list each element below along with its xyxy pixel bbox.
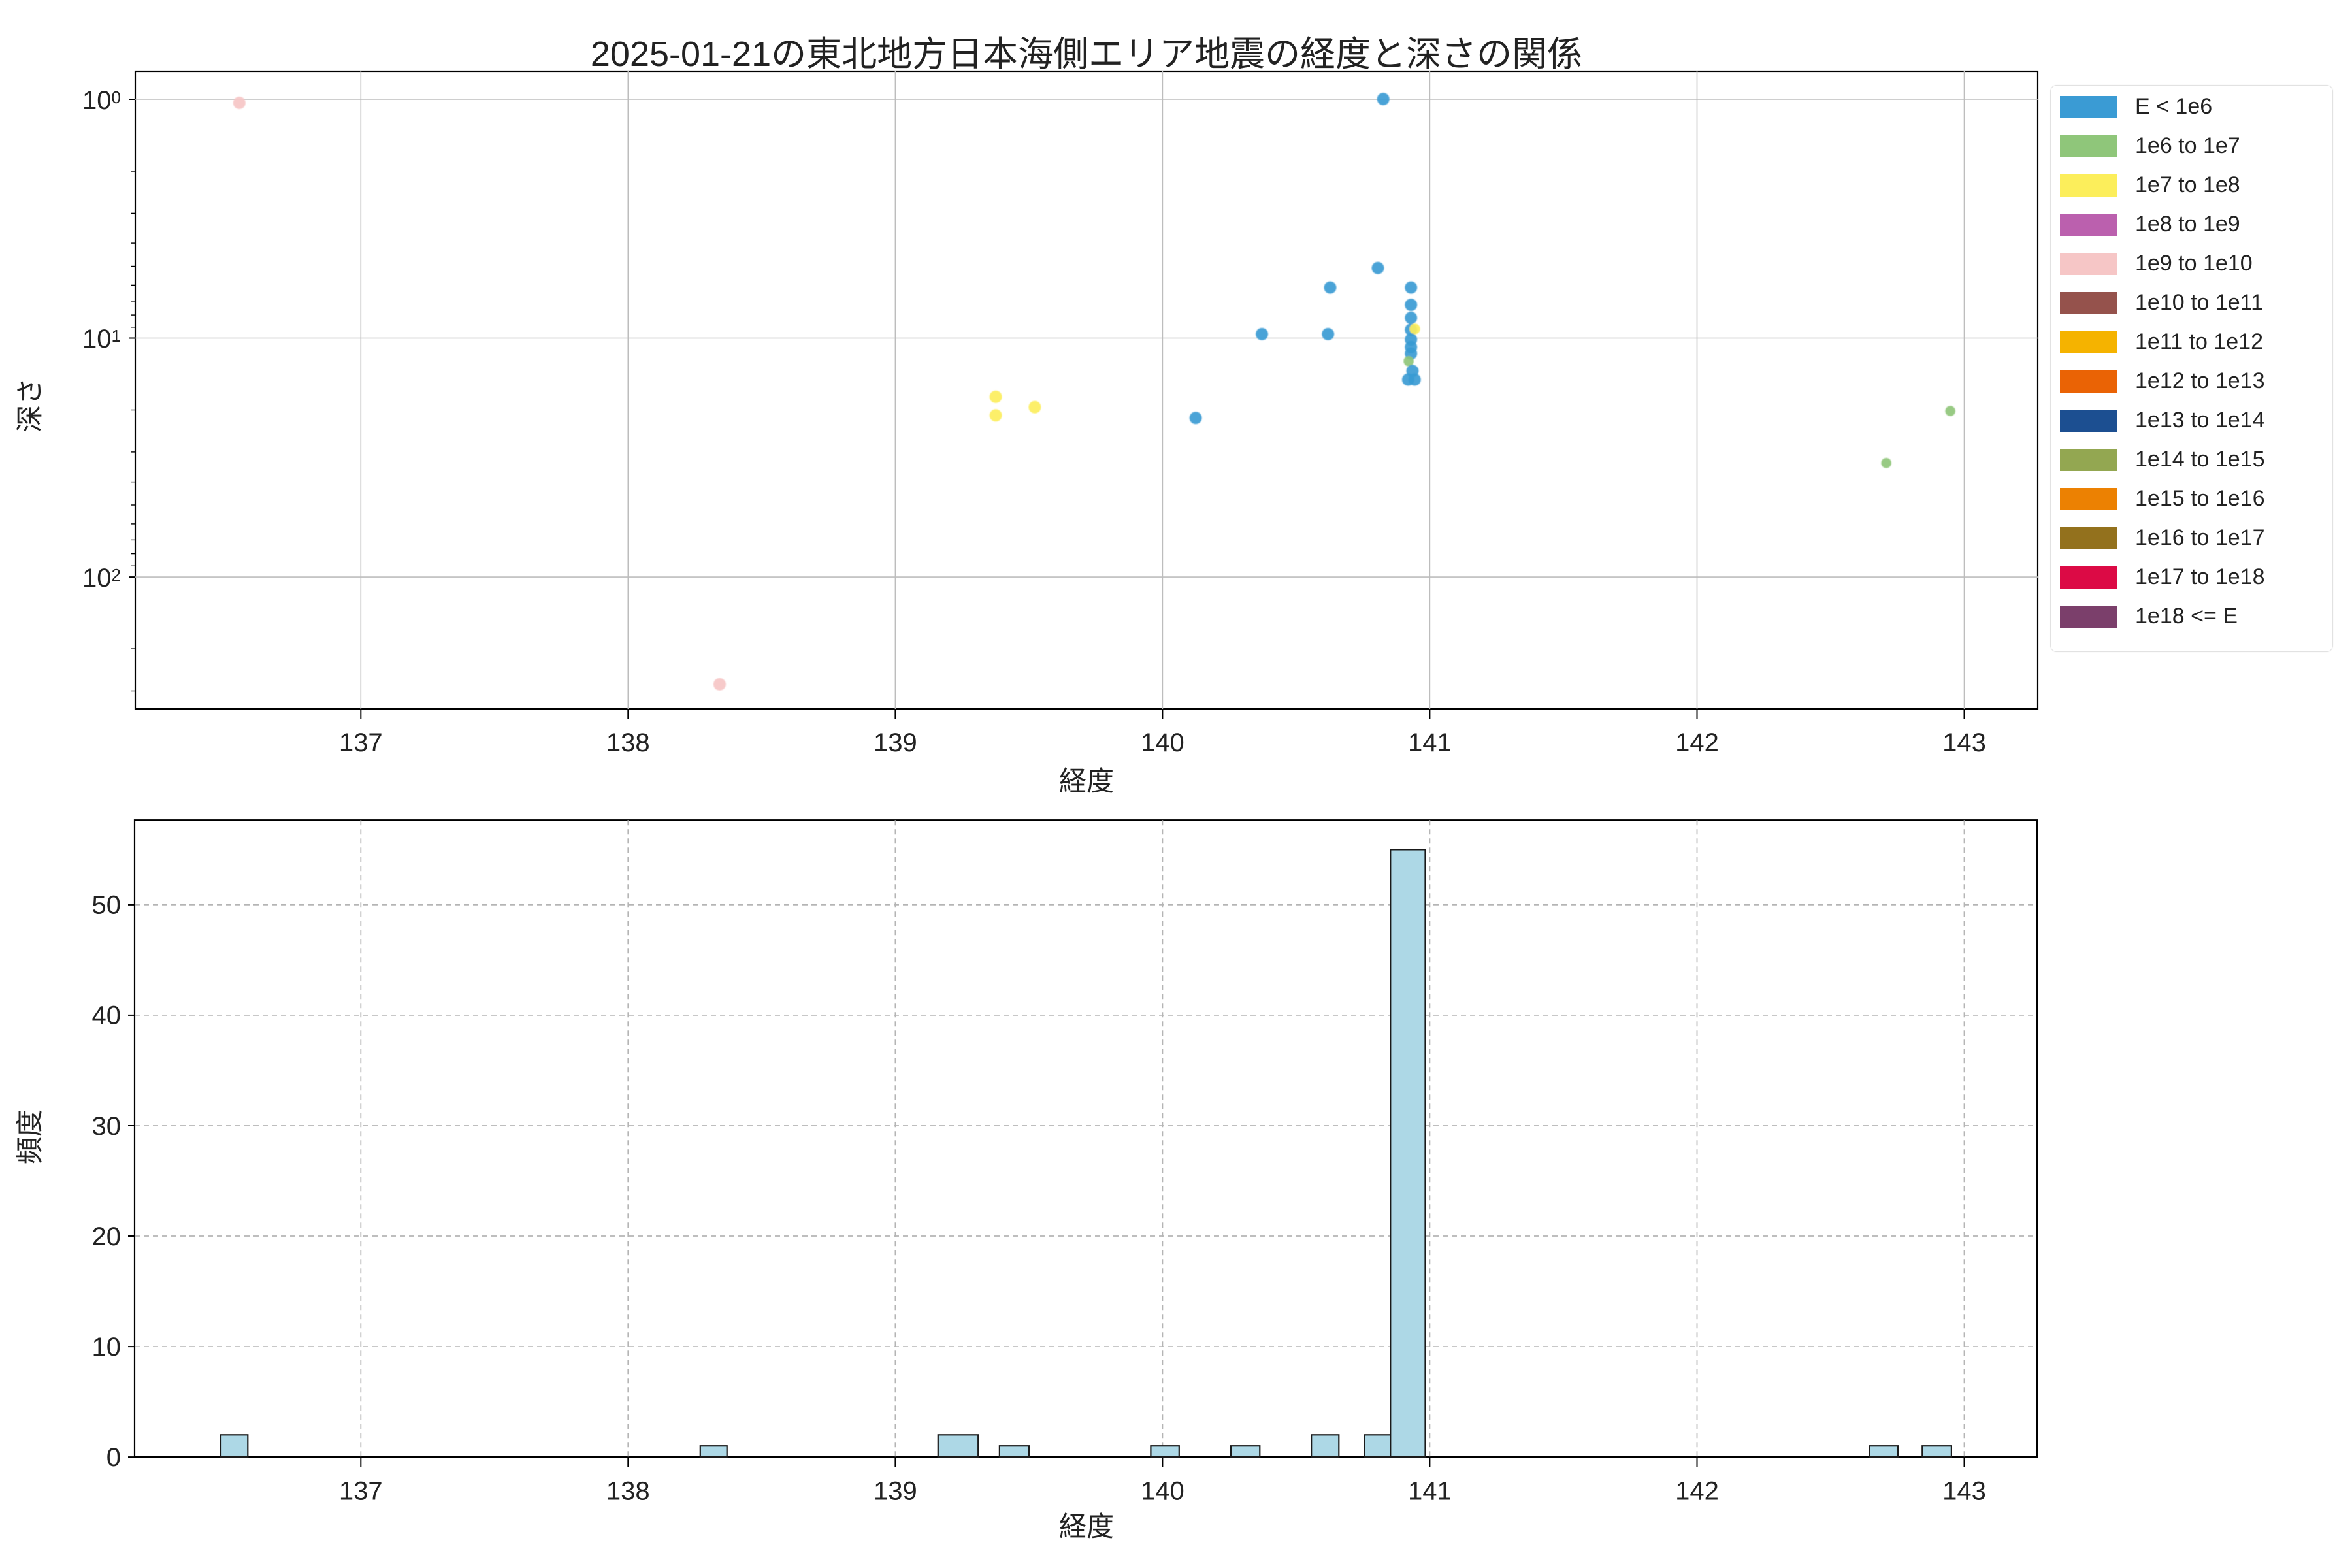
svg-text:139: 139 xyxy=(874,1477,917,1505)
svg-text:30: 30 xyxy=(92,1112,122,1141)
svg-text:142: 142 xyxy=(1675,1477,1719,1505)
svg-text:0: 0 xyxy=(106,1443,121,1472)
svg-text:140: 140 xyxy=(1141,1477,1184,1505)
svg-text:50: 50 xyxy=(92,891,122,920)
svg-text:経度: 経度 xyxy=(1059,1511,1114,1542)
svg-text:137: 137 xyxy=(339,1477,383,1505)
svg-text:40: 40 xyxy=(92,1002,122,1030)
svg-text:10: 10 xyxy=(92,1333,122,1362)
svg-text:20: 20 xyxy=(92,1222,122,1251)
svg-text:143: 143 xyxy=(1942,1477,1986,1505)
svg-text:頻度: 頻度 xyxy=(14,1109,45,1164)
svg-text:138: 138 xyxy=(606,1477,650,1505)
svg-text:141: 141 xyxy=(1408,1477,1452,1505)
